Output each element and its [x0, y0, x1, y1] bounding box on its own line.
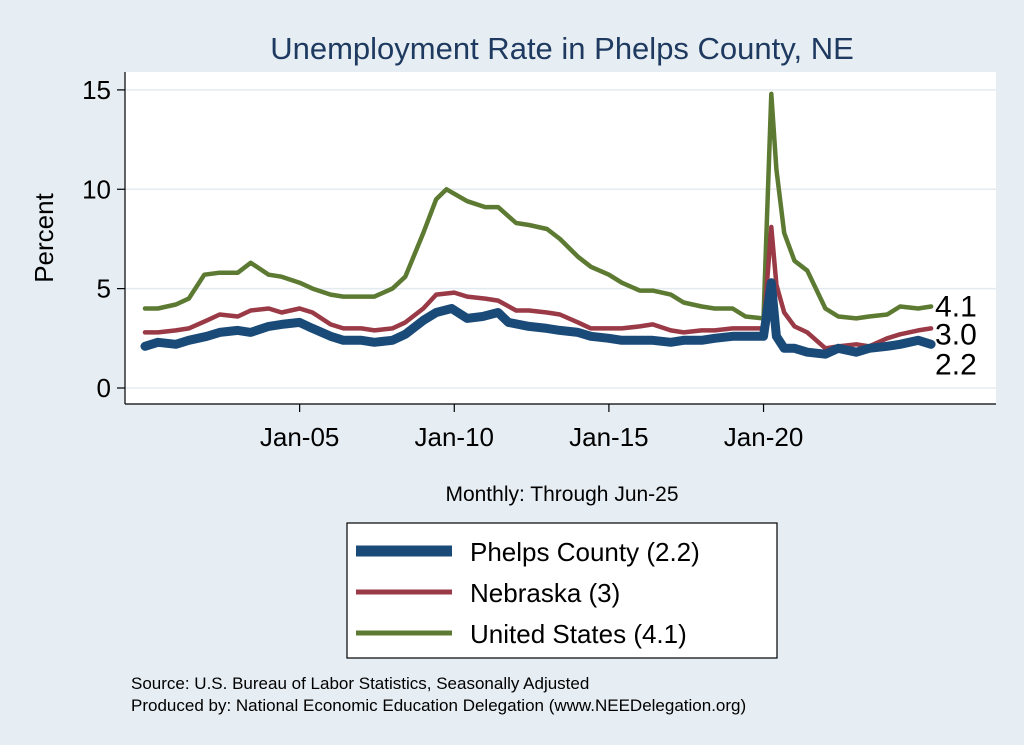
legend-label-nebraska: Nebraska (3) [470, 578, 620, 608]
legend-label-phelps: Phelps County (2.2) [470, 537, 700, 567]
source-note: Source: U.S. Bureau of Labor Statistics,… [131, 674, 589, 693]
grid-lines [125, 89, 996, 389]
end-labels: 2.23.04.1 [935, 291, 977, 382]
x-tick-label: Jan-20 [724, 422, 804, 452]
series-lines [140, 91, 936, 359]
x-tick-label: Jan-05 [260, 422, 340, 452]
x-axis: Jan-05 Jan-10 Jan-15 Jan-20 [260, 404, 803, 452]
x-tick-label: Jan-15 [569, 422, 649, 452]
y-tick-label: 0 [97, 373, 111, 403]
series-line-2 [142, 91, 934, 321]
y-axis: 0 5 10 15 [82, 75, 125, 403]
end-label-2: 4.1 [935, 291, 977, 324]
x-axis-note: Monthly: Through Jun-25 [445, 483, 678, 506]
legend-label-us: United States (4.1) [470, 619, 687, 649]
series-line-1 [142, 224, 934, 351]
y-axis-label: Percent [29, 192, 59, 282]
produced-by-note: Produced by: National Economic Education… [131, 696, 746, 715]
chart-title: Unemployment Rate in Phelps County, NE [270, 31, 854, 66]
x-tick-label: Jan-10 [415, 422, 495, 452]
end-label-1: 3.0 [935, 318, 977, 351]
y-tick-label: 10 [82, 174, 111, 204]
end-label-0: 2.2 [935, 348, 977, 381]
y-tick-label: 15 [82, 75, 111, 105]
y-tick-label: 5 [97, 274, 111, 304]
series-line-0 [140, 278, 936, 359]
legend: Phelps County (2.2) Nebraska (3) United … [346, 522, 778, 659]
